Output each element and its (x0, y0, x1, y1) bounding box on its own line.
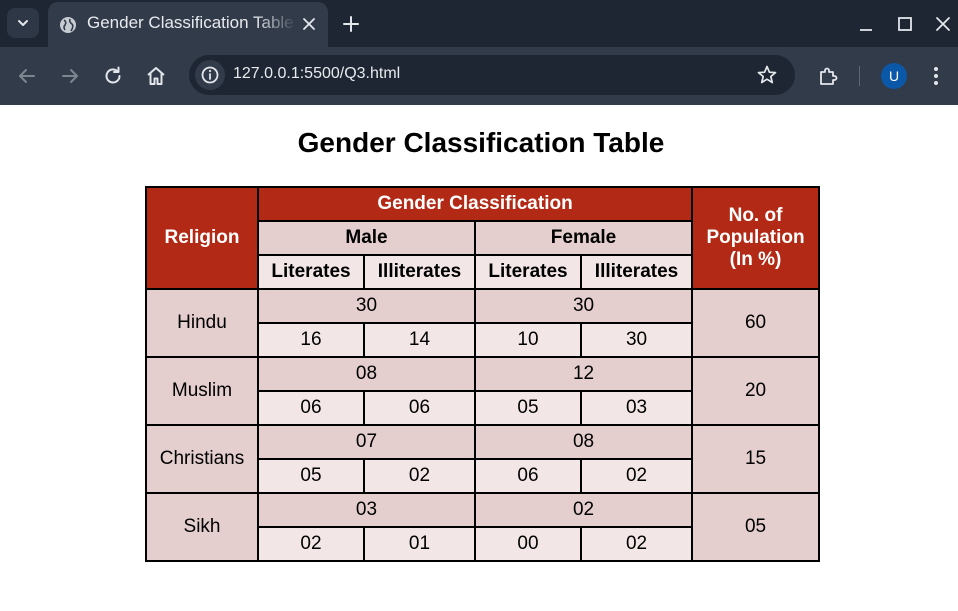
female-illiterates-cell: 02 (579, 458, 694, 494)
site-info-button[interactable] (195, 60, 225, 90)
browser-toolbar: 127.0.0.1:5500/Q3.html U (0, 47, 958, 105)
table-row: 06 06 05 03 (146, 390, 819, 426)
table-row: 16 14 10 30 (146, 322, 819, 358)
url-text: 127.0.0.1:5500/Q3.html (233, 65, 401, 82)
male-illiterates-cell: 01 (363, 526, 476, 562)
female-literates-cell: 05 (474, 390, 582, 426)
population-cell: 60 (691, 288, 821, 358)
profile-avatar[interactable]: U (881, 63, 907, 89)
table-row: Christians 07 08 15 (145, 424, 821, 494)
header-male-literates: Literates (257, 254, 365, 290)
home-icon[interactable] (144, 64, 168, 88)
male-total-cell: 07 (257, 424, 476, 460)
more-menu-icon[interactable] (924, 64, 948, 88)
male-illiterates-cell: 02 (363, 458, 476, 494)
female-literates-cell: 00 (474, 526, 582, 562)
female-illiterates-cell: 30 (579, 322, 694, 358)
table-row: Muslim 08 12 20 (145, 356, 821, 426)
female-total-cell: 08 (473, 424, 694, 460)
female-literates-cell: 06 (474, 458, 582, 494)
female-total-cell: 30 (473, 288, 694, 324)
female-total-cell: 12 (473, 356, 694, 392)
header-female: Female (473, 220, 694, 256)
female-total-cell: 02 (473, 492, 694, 528)
tab-search-button[interactable] (7, 8, 39, 38)
tab-title: Gender Classification Table (87, 13, 294, 32)
male-literates-cell: 05 (257, 458, 365, 494)
table-row: 02 01 00 02 (146, 526, 819, 562)
population-cell: 15 (691, 424, 821, 494)
male-literates-cell: 16 (257, 322, 365, 358)
religion-cell: Hindu (145, 288, 259, 358)
toolbar-separator (859, 66, 860, 86)
male-literates-cell: 06 (257, 390, 365, 426)
new-tab-icon[interactable] (340, 13, 362, 35)
male-literates-cell: 02 (257, 526, 365, 562)
page-title: Gender Classification Table (297, 127, 665, 158)
bookmark-star-icon[interactable] (756, 64, 778, 86)
close-tab-icon[interactable] (300, 15, 318, 33)
header-female-illiterates: Illiterates (579, 254, 694, 290)
male-total-cell: 03 (257, 492, 476, 528)
header-population: No. of Population (In %) (691, 186, 821, 290)
male-total-cell: 30 (257, 288, 476, 324)
header-gender-classification: Gender Classification (256, 186, 694, 222)
browser-tab-strip: Gender Classification Table (0, 0, 958, 47)
info-icon (201, 66, 219, 84)
header-religion: Religion (145, 186, 259, 290)
maximize-icon[interactable] (894, 13, 916, 35)
page-content: Gender Classification Table Religion Gen… (0, 105, 958, 611)
male-illiterates-cell: 14 (363, 322, 476, 358)
religion-cell: Christians (145, 424, 259, 494)
header-male-illiterates: Illiterates (363, 254, 476, 290)
browser-tab-active[interactable]: Gender Classification Table (48, 2, 328, 47)
chevron-down-icon (18, 20, 28, 26)
male-total-cell: 08 (257, 356, 476, 392)
population-cell: 05 (691, 492, 821, 562)
population-cell: 20 (691, 356, 821, 426)
extensions-puzzle-icon[interactable] (816, 64, 840, 88)
globe-icon (60, 17, 76, 33)
header-male: Male (257, 220, 476, 256)
male-illiterates-cell: 06 (363, 390, 476, 426)
address-bar[interactable]: 127.0.0.1:5500/Q3.html (189, 55, 795, 95)
forward-arrow-icon[interactable] (58, 64, 82, 88)
gender-classification-table: Religion Gender Classification No. of Po… (145, 186, 821, 562)
header-female-literates: Literates (474, 254, 582, 290)
table-row: Sikh 03 02 05 (145, 492, 821, 562)
religion-cell: Muslim (145, 356, 259, 426)
minimize-icon[interactable] (855, 13, 877, 35)
female-illiterates-cell: 03 (579, 390, 694, 426)
female-literates-cell: 10 (474, 322, 582, 358)
table-row: Hindu 30 30 60 (145, 288, 821, 358)
religion-cell: Sikh (145, 492, 259, 562)
reload-icon[interactable] (101, 64, 125, 88)
close-window-icon[interactable] (932, 13, 954, 35)
female-illiterates-cell: 02 (579, 526, 694, 562)
table-row: 05 02 06 02 (146, 458, 819, 494)
back-arrow-icon[interactable] (15, 64, 39, 88)
